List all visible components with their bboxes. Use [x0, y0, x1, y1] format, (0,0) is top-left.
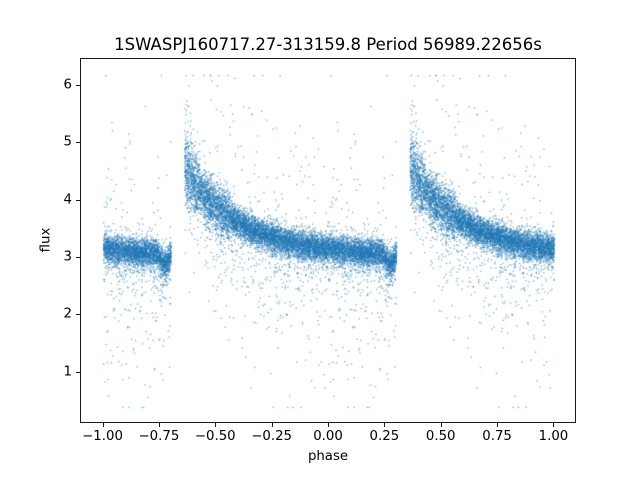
x-tick-label: −0.50: [194, 429, 236, 444]
y-axis-label: flux: [38, 227, 54, 253]
y-tick: [76, 142, 80, 144]
x-tick: [440, 423, 442, 427]
x-tick-label: 0.00: [313, 429, 343, 444]
x-tick: [102, 423, 104, 427]
y-tick: [76, 257, 80, 258]
plot-area: [80, 58, 577, 424]
x-axis-label: phase: [307, 449, 349, 464]
y-tick: [76, 199, 80, 201]
y-tick-label: 1: [63, 364, 72, 380]
y-tick: [76, 85, 80, 86]
x-tick: [553, 423, 555, 427]
x-tick-label: −1.00: [82, 429, 123, 444]
y-tick-label: 4: [63, 192, 72, 208]
x-tick-label: −0.75: [138, 429, 180, 444]
x-tick-label: 0.25: [369, 429, 400, 444]
x-tick: [384, 423, 386, 427]
x-tick: [497, 423, 499, 427]
x-tick: [271, 423, 273, 427]
x-tick-label: 1.00: [538, 429, 569, 444]
chart-title: 1SWASPJ160717.27-313159.8 Period 56989.2…: [114, 35, 542, 54]
x-tick: [328, 423, 329, 427]
y-tick-label: 5: [63, 134, 72, 150]
y-tick-label: 3: [63, 249, 72, 265]
scatter-points-canvas: [81, 59, 577, 424]
x-tick-label: 0.50: [425, 429, 456, 444]
x-tick-label: 0.75: [482, 429, 512, 444]
y-tick: [76, 371, 80, 373]
y-tick-label: 6: [63, 77, 72, 93]
x-tick: [215, 423, 217, 427]
y-tick: [76, 314, 80, 316]
x-tick-label: −0.25: [251, 429, 292, 444]
y-tick-label: 2: [63, 306, 72, 322]
x-tick: [158, 423, 160, 427]
